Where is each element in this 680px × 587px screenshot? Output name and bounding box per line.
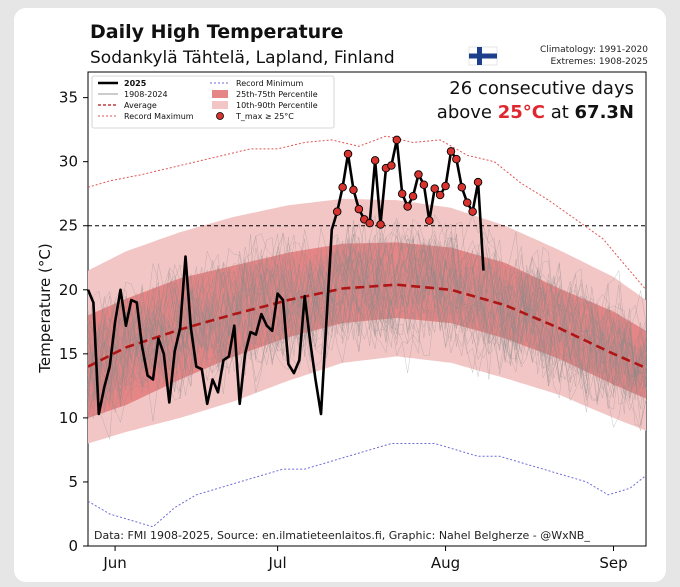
plot-layer xyxy=(86,135,647,528)
historical-year-line xyxy=(87,233,647,414)
historical-year-line xyxy=(87,224,647,387)
legend: 2025 1908-2024 Average Record Maximum Re… xyxy=(91,75,335,129)
annotation-middle: at xyxy=(545,102,575,123)
chart-card: Daily High Temperature Sodankylä Tähtelä… xyxy=(14,8,666,582)
x-tick-label: Aug xyxy=(431,554,460,572)
historical-year-line xyxy=(87,227,647,401)
annotation-line1: 26 consecutive days xyxy=(449,78,634,99)
extremes-note: Extremes: 1908-2025 xyxy=(550,57,648,67)
finland-flag-icon xyxy=(468,46,498,66)
legend-label-p25-75: 25th-75th Percentile xyxy=(236,90,318,99)
legend-label-historical: 1908-2024 xyxy=(124,90,168,99)
tmax-25-marker xyxy=(430,184,439,193)
annotation-prefix: above xyxy=(437,102,498,123)
tmax-25-marker xyxy=(332,207,342,216)
y-tick-label: 0 xyxy=(68,537,78,555)
legend-label-p10-90: 10th-90th Percentile xyxy=(236,101,318,110)
tmax-25-marker xyxy=(452,154,461,164)
y-tick-label: 5 xyxy=(68,473,78,491)
historical-year-line xyxy=(87,232,647,409)
tmax-25-marker xyxy=(370,156,380,165)
legend-swatch-p25-75 xyxy=(212,90,228,98)
historical-year-line xyxy=(87,221,647,401)
historical-year-line xyxy=(87,221,647,424)
historical-year-line xyxy=(87,242,647,404)
historical-year-line xyxy=(87,233,647,400)
annotation-bold: 67.3N xyxy=(575,102,634,123)
legend-swatch-p10-90 xyxy=(212,101,228,109)
tmax-25-marker xyxy=(435,190,445,200)
tmax-25-marker xyxy=(397,189,407,198)
tmax-25-marker xyxy=(387,161,396,170)
climatology-note: Climatology: 1991-2020 xyxy=(540,45,648,55)
tmax-25-marker xyxy=(376,220,385,229)
chart-svg: Daily High Temperature Sodankylä Tähtelä… xyxy=(36,21,648,572)
historical-year-line xyxy=(87,231,647,398)
tmax-25-marker xyxy=(457,183,467,192)
legend-label-record-min: Record Minimum xyxy=(236,79,303,88)
historical-year-line xyxy=(87,238,647,399)
tmax-25-marker xyxy=(408,192,418,201)
tmax-25-marker xyxy=(349,185,358,195)
band-25-75-percentile xyxy=(88,242,646,418)
historical-year-line xyxy=(87,233,647,419)
x-tick-label: Jul xyxy=(268,554,287,572)
annotation-line2: above 25°C at 67.3N xyxy=(437,102,634,123)
y-tick-label: 25 xyxy=(59,217,78,235)
historical-year-line xyxy=(87,226,647,401)
historical-year-line xyxy=(87,249,647,401)
chart-subtitle: Sodankylä Tähtelä, Lapland, Finland xyxy=(90,48,395,68)
y-tick-label: 30 xyxy=(59,153,78,171)
tmax-25-marker xyxy=(365,218,374,228)
historical-year-line xyxy=(87,226,647,412)
tmax-25-marker xyxy=(473,177,483,187)
tmax-25-marker xyxy=(392,135,402,145)
chart-title: Daily High Temperature xyxy=(90,21,343,43)
tmax-25-marker xyxy=(343,149,353,159)
tmax-25-marker xyxy=(419,180,429,189)
legend-label-hot-marker: T_max ≥ 25°C xyxy=(235,112,294,121)
y-tick-label: 15 xyxy=(59,345,78,363)
historical-year-line xyxy=(87,222,647,375)
axes-layer: 0 5 10 15 20 25 30 35 Jun Jul Aug Sep xyxy=(59,89,628,572)
x-tick-label: Jun xyxy=(102,554,126,572)
historical-year-line xyxy=(87,234,647,394)
tmax-25-marker xyxy=(425,216,434,225)
y-tick-label: 10 xyxy=(59,409,78,427)
tmax-25-marker xyxy=(354,204,364,214)
legend-label-average: Average xyxy=(124,101,157,110)
annotation-highlight: 25°C xyxy=(498,102,545,123)
y-tick-label: 20 xyxy=(59,281,78,299)
historical-year-line xyxy=(87,250,647,397)
tmax-25-marker xyxy=(441,181,450,191)
footer-credit: Data: FMI 1908-2025, Source: en.ilmatiet… xyxy=(94,529,590,542)
historical-year-line xyxy=(87,215,647,416)
record-maximum-line xyxy=(87,135,647,291)
historical-year-line xyxy=(87,232,647,411)
legend-swatch-hot-marker xyxy=(216,112,224,120)
legend-label-record-max: Record Maximum xyxy=(124,112,194,121)
band-10-90-percentile xyxy=(88,198,646,444)
tmax-25-marker xyxy=(403,202,412,211)
y-axis-label: Temperature (°C) xyxy=(36,243,54,373)
tmax-25-marker xyxy=(414,170,423,179)
tmax-25-marker xyxy=(338,183,347,192)
historical-year-line xyxy=(87,220,647,419)
legend-label-2025: 2025 xyxy=(124,79,147,88)
historical-year-line xyxy=(87,249,647,407)
y-tick-label: 35 xyxy=(59,89,78,107)
tmax-25-marker xyxy=(446,147,456,156)
record-minimum-line xyxy=(87,443,647,528)
tmax-25-marker xyxy=(468,207,477,216)
historical-year-line xyxy=(87,222,647,426)
x-tick-label: Sep xyxy=(599,554,627,572)
historical-year-line xyxy=(87,234,647,403)
historical-year-line xyxy=(87,233,647,398)
tmax-25-marker xyxy=(462,198,472,207)
